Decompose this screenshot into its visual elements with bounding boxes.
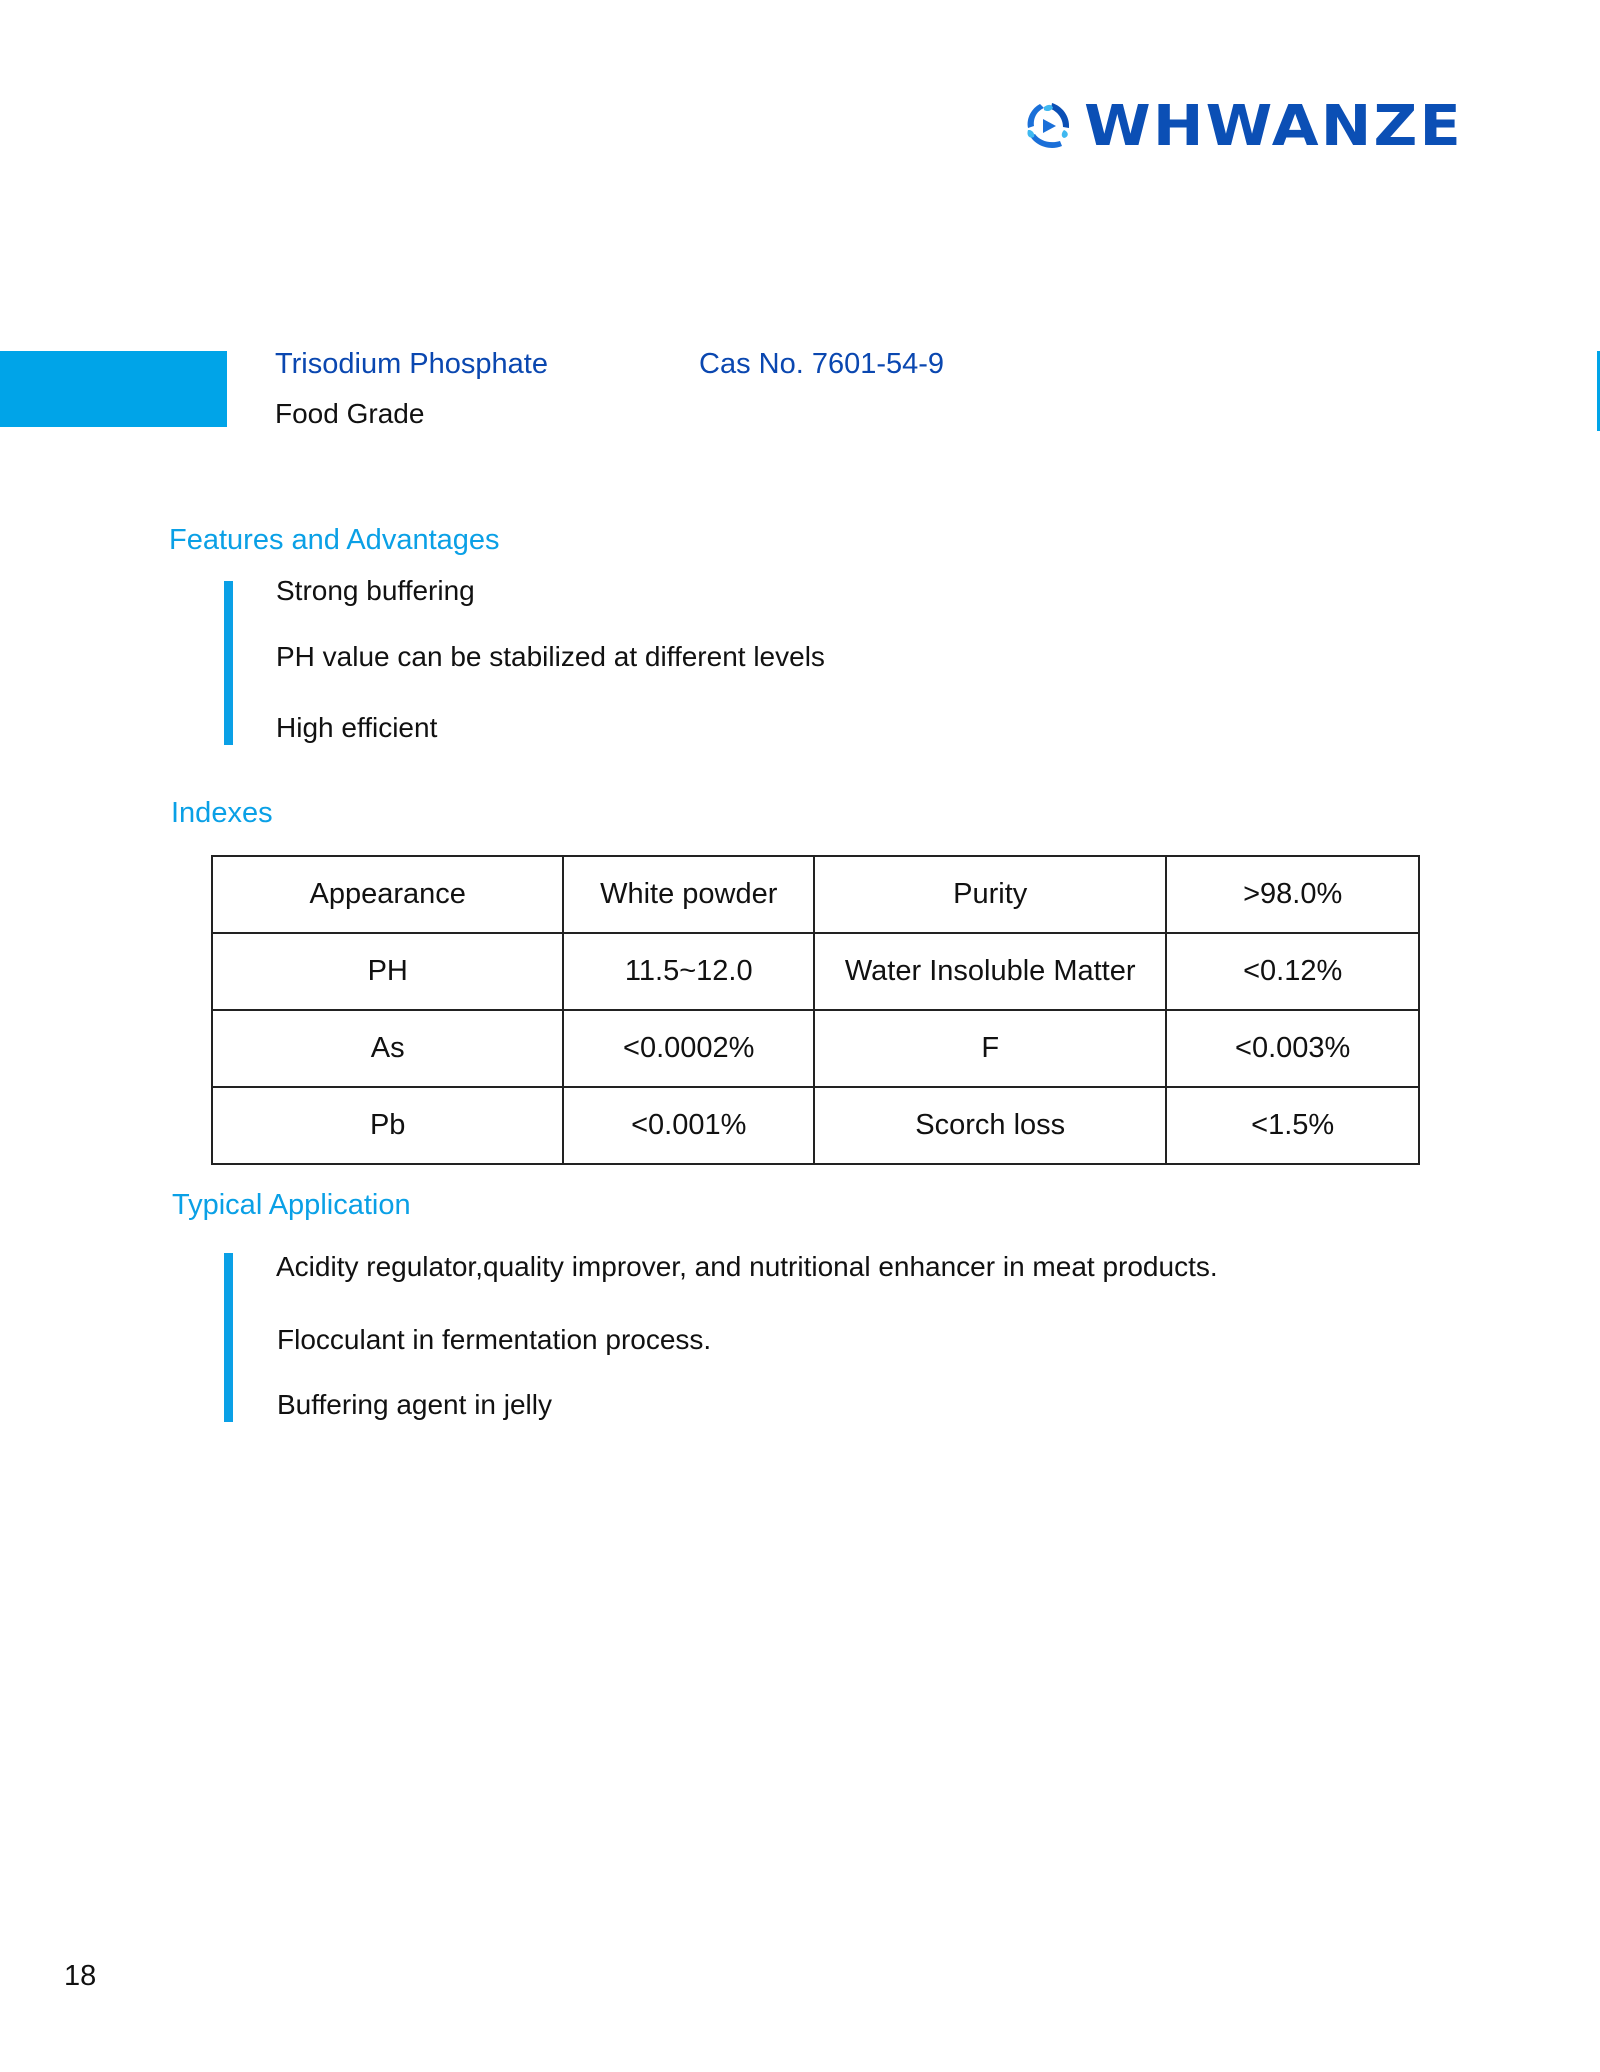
feature-item: Strong buffering: [276, 575, 475, 606]
table-cell: <0.003%: [1165, 1009, 1420, 1088]
feature-item: High efficient: [276, 712, 438, 743]
application-item: Buffering agent in jelly: [277, 1389, 552, 1420]
accent-block: [0, 351, 227, 427]
table-row: Appearance White powder Purity >98.0%: [210, 855, 1420, 934]
indexes-table: Appearance White powder Purity >98.0% PH…: [210, 855, 1420, 1165]
product-grade: Food Grade: [275, 398, 425, 429]
table-cell: Pb: [210, 1086, 565, 1165]
application-item: Flocculant in fermentation process.: [277, 1324, 712, 1355]
table-row: PH 11.5~12.0 Water Insoluble Matter <0.1…: [210, 932, 1420, 1011]
table-cell: Purity: [813, 855, 1168, 934]
table-cell: 11.5~12.0: [562, 932, 816, 1011]
edge-accent-line: [1597, 351, 1600, 431]
table-cell: Water Insoluble Matter: [813, 932, 1168, 1011]
application-heading: Typical Application: [172, 1189, 411, 1221]
page-number: 18: [64, 1960, 97, 1992]
table-cell: <1.5%: [1165, 1086, 1420, 1165]
table-row: Pb <0.001% Scorch loss <1.5%: [210, 1086, 1420, 1165]
brand-logo: WHWANZE: [1020, 94, 1461, 159]
product-name: Trisodium Phosphate: [275, 348, 548, 380]
indexes-heading: Indexes: [171, 797, 273, 829]
table-cell: White powder: [562, 855, 816, 934]
features-bar: [224, 581, 233, 745]
table-cell: >98.0%: [1165, 855, 1420, 934]
application-bar: [224, 1253, 233, 1422]
table-cell: As: [210, 1009, 565, 1088]
table-cell: <0.0002%: [562, 1009, 816, 1088]
table-cell: <0.001%: [562, 1086, 816, 1165]
feature-item: PH value can be stabilized at different …: [276, 641, 825, 672]
table-row: As <0.0002% F <0.003%: [210, 1009, 1420, 1088]
table-cell: Appearance: [210, 855, 565, 934]
cas-number: Cas No. 7601-54-9: [699, 348, 945, 380]
application-item: Acidity regulator,quality improver, and …: [276, 1251, 1218, 1282]
table-cell: PH: [210, 932, 565, 1011]
features-heading: Features and Advantages: [169, 524, 500, 556]
table-cell: Scorch loss: [813, 1086, 1168, 1165]
table-cell: F: [813, 1009, 1168, 1088]
table-cell: <0.12%: [1165, 932, 1420, 1011]
logo-wordmark: WHWANZE: [1084, 93, 1464, 159]
tri-swirl-play-icon: [1027, 103, 1070, 148]
